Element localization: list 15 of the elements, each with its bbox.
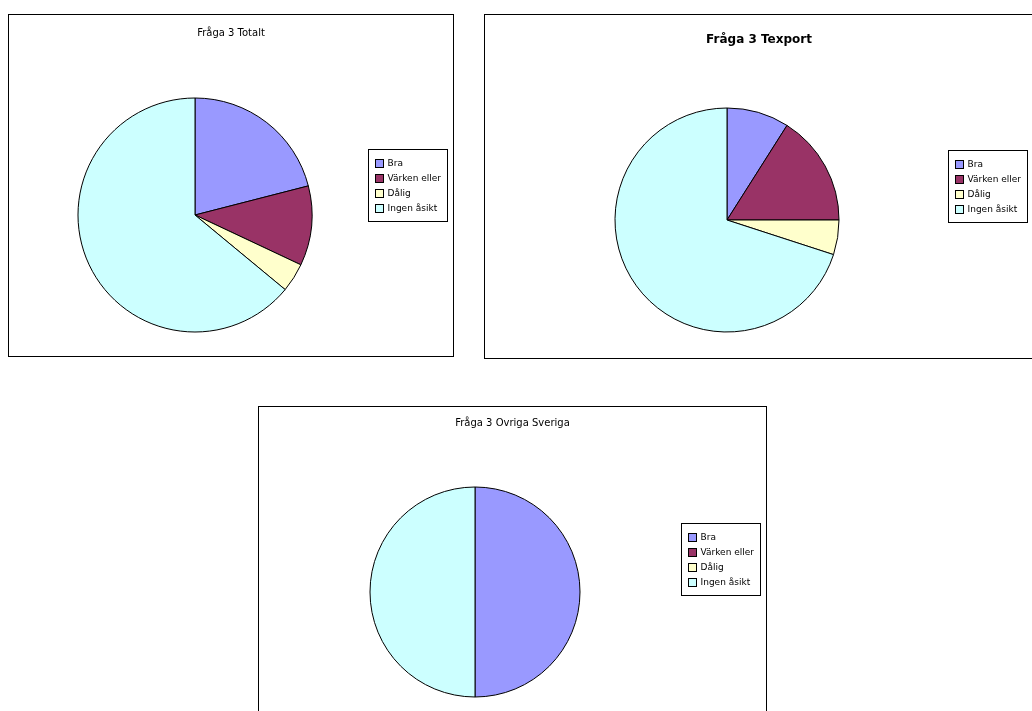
legend-label: Värken eller <box>387 173 441 183</box>
chart-title: Fråga 3 Ovriga Sveriga <box>454 417 571 428</box>
legend-label: Värken eller <box>967 174 1021 184</box>
legend-label: Bra <box>387 158 403 168</box>
legend-label: Ingen åsikt <box>700 577 751 587</box>
chart-title: Fråga 3 Texport <box>705 32 813 46</box>
legend-label: Dålig <box>967 189 991 199</box>
legend-label: Bra <box>967 159 983 169</box>
chart-title: Fråga 3 Totalt <box>196 27 266 38</box>
legend-label: Bra <box>700 532 716 542</box>
legend-label: Dålig <box>387 188 411 198</box>
legend-label: Ingen åsikt <box>387 203 438 213</box>
legend-label: Värken eller <box>700 547 754 557</box>
legend-label: Ingen åsikt <box>967 204 1018 214</box>
legend-label: Dålig <box>700 562 724 572</box>
